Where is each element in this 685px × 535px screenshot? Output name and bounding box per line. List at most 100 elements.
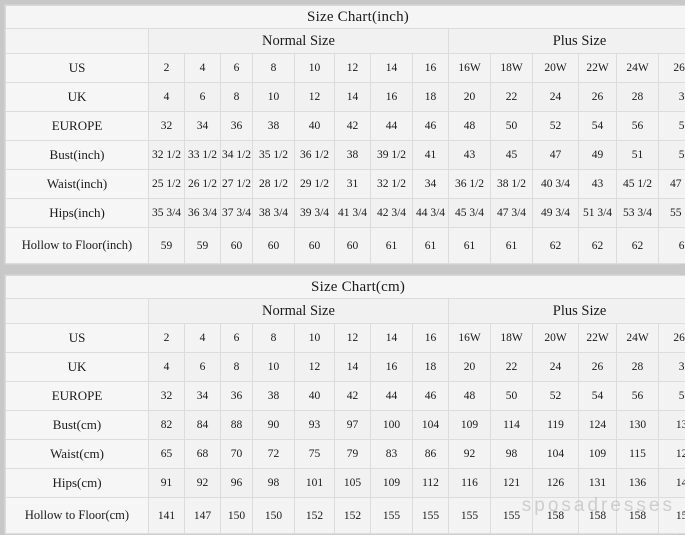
data-cell: 16W	[449, 324, 491, 353]
data-cell: 28	[617, 83, 659, 112]
data-cell: 155	[413, 498, 449, 534]
data-cell: 47 1/2	[659, 170, 685, 199]
data-cell: 27 1/2	[221, 170, 253, 199]
data-cell: 22	[491, 83, 533, 112]
data-cell: 8	[253, 54, 295, 83]
table-row: UK4681012141618202224262830	[6, 353, 685, 382]
data-cell: 35 1/2	[253, 141, 295, 170]
data-cell: 98	[491, 440, 533, 469]
data-cell: 62	[533, 228, 579, 264]
data-cell: 44 3/4	[413, 199, 449, 228]
data-cell: 40	[295, 112, 335, 141]
data-cell: 50	[491, 112, 533, 141]
data-cell: 55 1/2	[659, 199, 685, 228]
data-cell: 62	[617, 228, 659, 264]
table-title-row: Size Chart(inch)	[6, 6, 685, 29]
data-cell: 38 3/4	[253, 199, 295, 228]
row-label: Bust(inch)	[6, 141, 149, 170]
data-cell: 75	[295, 440, 335, 469]
data-cell: 20W	[533, 324, 579, 353]
data-cell: 10	[253, 83, 295, 112]
data-cell: 33 1/2	[185, 141, 221, 170]
data-cell: 8	[253, 324, 295, 353]
data-cell: 48	[449, 382, 491, 411]
data-cell: 36 1/2	[295, 141, 335, 170]
data-cell: 104	[413, 411, 449, 440]
row-label: Hollow to Floor(cm)	[6, 498, 149, 534]
data-cell: 20	[449, 353, 491, 382]
data-cell: 52	[533, 382, 579, 411]
data-cell: 46	[413, 382, 449, 411]
table-row: US24681012141616W18W20W22W24W26W	[6, 324, 685, 353]
data-cell: 59	[185, 228, 221, 264]
data-cell: 70	[221, 440, 253, 469]
data-cell: 38	[335, 141, 371, 170]
data-cell: 79	[335, 440, 371, 469]
data-cell: 49 3/4	[533, 199, 579, 228]
data-cell: 12	[335, 324, 371, 353]
data-cell: 16W	[449, 54, 491, 83]
data-cell: 101	[295, 469, 335, 498]
data-cell: 51 3/4	[579, 199, 617, 228]
data-cell: 114	[491, 411, 533, 440]
data-cell: 60	[253, 228, 295, 264]
data-cell: 18W	[491, 324, 533, 353]
data-cell: 98	[253, 469, 295, 498]
data-cell: 20W	[533, 54, 579, 83]
data-cell: 40	[295, 382, 335, 411]
data-cell: 18	[413, 353, 449, 382]
data-cell: 100	[371, 411, 413, 440]
data-cell: 39 1/2	[371, 141, 413, 170]
data-cell: 61	[491, 228, 533, 264]
data-cell: 29 1/2	[295, 170, 335, 199]
data-cell: 28	[617, 353, 659, 382]
data-cell: 26W	[659, 324, 685, 353]
data-cell: 24	[533, 353, 579, 382]
data-cell: 58	[659, 382, 685, 411]
group-header-blank	[6, 299, 149, 324]
group-header-2: Plus Size	[449, 299, 685, 324]
table-title: Size Chart(inch)	[6, 6, 685, 29]
data-cell: 10	[295, 54, 335, 83]
data-cell: 42	[335, 112, 371, 141]
data-cell: 136	[617, 469, 659, 498]
data-cell: 92	[185, 469, 221, 498]
data-cell: 34	[185, 112, 221, 141]
data-cell: 34 1/2	[221, 141, 253, 170]
data-cell: 36 3/4	[185, 199, 221, 228]
data-cell: 28 1/2	[253, 170, 295, 199]
data-cell: 158	[659, 498, 685, 534]
data-cell: 126	[533, 469, 579, 498]
data-cell: 52	[533, 112, 579, 141]
table-row: EUROPE3234363840424446485052545658	[6, 112, 685, 141]
data-cell: 14	[371, 324, 413, 353]
data-cell: 4	[149, 83, 185, 112]
table-row: UK4681012141618202224262830	[6, 83, 685, 112]
group-header-1: Normal Size	[149, 29, 449, 54]
data-cell: 14	[335, 353, 371, 382]
data-cell: 59	[149, 228, 185, 264]
data-cell: 135	[659, 411, 685, 440]
data-cell: 109	[371, 469, 413, 498]
data-cell: 141	[149, 498, 185, 534]
data-cell: 6	[221, 54, 253, 83]
data-cell: 18W	[491, 54, 533, 83]
data-cell: 60	[221, 228, 253, 264]
data-cell: 48	[449, 112, 491, 141]
row-label: US	[6, 54, 149, 83]
data-cell: 20	[449, 83, 491, 112]
data-cell: 32 1/2	[371, 170, 413, 199]
data-cell: 38	[253, 112, 295, 141]
data-cell: 4	[149, 353, 185, 382]
data-cell: 54	[579, 382, 617, 411]
data-cell: 115	[617, 440, 659, 469]
data-cell: 121	[659, 440, 685, 469]
data-cell: 43	[579, 170, 617, 199]
